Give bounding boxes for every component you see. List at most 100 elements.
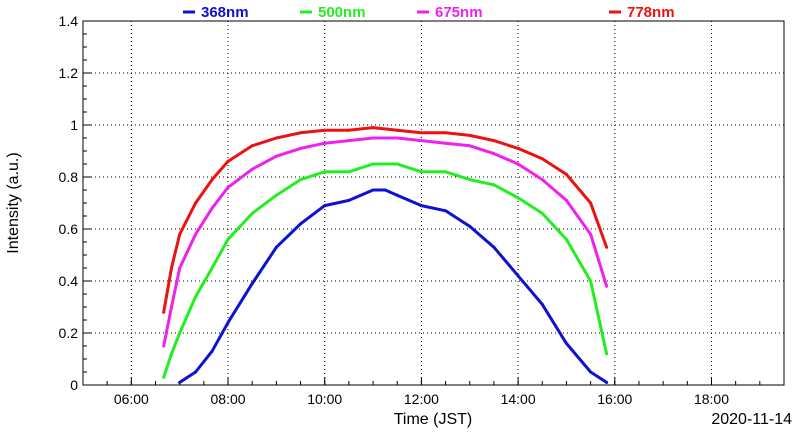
legend: 368nm 500nm 675nm 778nm: [183, 4, 675, 21]
y-tick-label: 0: [70, 377, 78, 393]
data-point-500nm: [178, 331, 182, 335]
data-point-778nm: [194, 201, 198, 205]
data-point-675nm: [347, 139, 351, 143]
data-point-368nm: [226, 321, 230, 325]
data-point-675nm: [444, 141, 448, 145]
data-point-778nm: [162, 310, 166, 314]
data-point-500nm: [605, 352, 609, 356]
data-point-778nm: [250, 144, 254, 148]
x-tick-label: 10:00: [307, 391, 342, 407]
legend-label: 368nm: [201, 4, 249, 21]
data-point-368nm: [468, 224, 472, 228]
data-point-500nm: [589, 279, 593, 283]
data-point-500nm: [226, 237, 230, 241]
data-point-500nm: [250, 211, 254, 215]
data-point-675nm: [162, 344, 166, 348]
data-point-675nm: [194, 232, 198, 236]
data-point-778nm: [169, 266, 173, 270]
data-point-778nm: [564, 172, 568, 176]
x-tick-label: 18:00: [694, 391, 729, 407]
data-point-500nm: [516, 196, 520, 200]
data-point-778nm: [444, 131, 448, 135]
data-point-368nm: [564, 341, 568, 345]
x-tick-label: 16:00: [597, 391, 632, 407]
data-point-500nm: [468, 178, 472, 182]
data-point-368nm: [444, 209, 448, 213]
y-tick-label: 0.4: [59, 273, 79, 289]
y-tick-label: 0.8: [59, 169, 79, 185]
data-point-500nm: [194, 295, 198, 299]
y-tick-label: 1.4: [59, 13, 79, 29]
data-point-368nm: [419, 204, 423, 208]
data-point-368nm: [210, 349, 214, 353]
data-point-778nm: [589, 201, 593, 205]
date-label: 2020-11-14: [711, 411, 792, 428]
data-point-675nm: [419, 139, 423, 143]
series-line-778nm: [162, 126, 609, 314]
x-axis-title: Time (JST): [394, 411, 473, 428]
data-point-675nm: [169, 305, 173, 309]
data-point-778nm: [540, 157, 544, 161]
data-point-368nm: [323, 204, 327, 208]
data-point-778nm: [516, 146, 520, 150]
data-point-778nm: [210, 178, 214, 182]
data-point-675nm: [250, 167, 254, 171]
data-point-368nm: [516, 274, 520, 278]
data-point-675nm: [299, 146, 303, 150]
data-point-500nm: [169, 352, 173, 356]
series-group: [162, 126, 609, 384]
data-point-368nm: [383, 188, 387, 192]
data-point-675nm: [274, 154, 278, 158]
data-point-675nm: [492, 152, 496, 156]
data-point-675nm: [564, 198, 568, 202]
data-point-778nm: [226, 159, 230, 163]
data-point-675nm: [605, 284, 609, 288]
data-point-368nm: [194, 370, 198, 374]
data-point-778nm: [178, 232, 182, 236]
data-point-778nm: [274, 136, 278, 140]
data-point-368nm: [395, 193, 399, 197]
plot-frame: [82, 20, 785, 386]
data-point-500nm: [347, 170, 351, 174]
data-point-778nm: [395, 128, 399, 132]
data-point-368nm: [274, 245, 278, 249]
data-point-675nm: [323, 141, 327, 145]
data-point-500nm: [323, 170, 327, 174]
y-axis-title: Intensity (a.u.): [5, 152, 22, 253]
data-point-778nm: [605, 245, 609, 249]
data-point-500nm: [444, 170, 448, 174]
y-tick-label: 1: [70, 117, 78, 133]
axis-ticks: 0 0.2 0.4 0.6 0.8 1 1.2 1.4 06:00 08:00 10:00 12:00…: [59, 13, 761, 407]
data-point-500nm: [564, 237, 568, 241]
data-point-368nm: [347, 198, 351, 202]
data-point-675nm: [226, 185, 230, 189]
data-point-368nm: [250, 282, 254, 286]
data-point-675nm: [540, 178, 544, 182]
data-point-500nm: [492, 183, 496, 187]
series-line-675nm: [162, 136, 609, 348]
data-point-675nm: [589, 232, 593, 236]
y-tick-label: 0.2: [59, 325, 79, 341]
data-point-368nm: [371, 188, 375, 192]
data-point-675nm: [516, 162, 520, 166]
y-tick-label: 0.6: [59, 221, 79, 237]
legend-label: 500nm: [318, 4, 366, 21]
series-line-368nm: [178, 188, 609, 384]
data-point-675nm: [371, 136, 375, 140]
data-point-778nm: [492, 139, 496, 143]
data-point-675nm: [178, 266, 182, 270]
x-tick-label: 06:00: [114, 391, 149, 407]
data-point-368nm: [605, 380, 609, 384]
data-point-368nm: [299, 222, 303, 226]
data-point-368nm: [540, 302, 544, 306]
data-point-675nm: [468, 144, 472, 148]
data-point-778nm: [419, 131, 423, 135]
data-point-500nm: [371, 162, 375, 166]
data-point-500nm: [162, 375, 166, 379]
data-point-778nm: [468, 133, 472, 137]
data-point-778nm: [347, 128, 351, 132]
data-point-500nm: [540, 211, 544, 215]
y-tick-label: 1.2: [59, 65, 79, 81]
data-point-368nm: [492, 245, 496, 249]
